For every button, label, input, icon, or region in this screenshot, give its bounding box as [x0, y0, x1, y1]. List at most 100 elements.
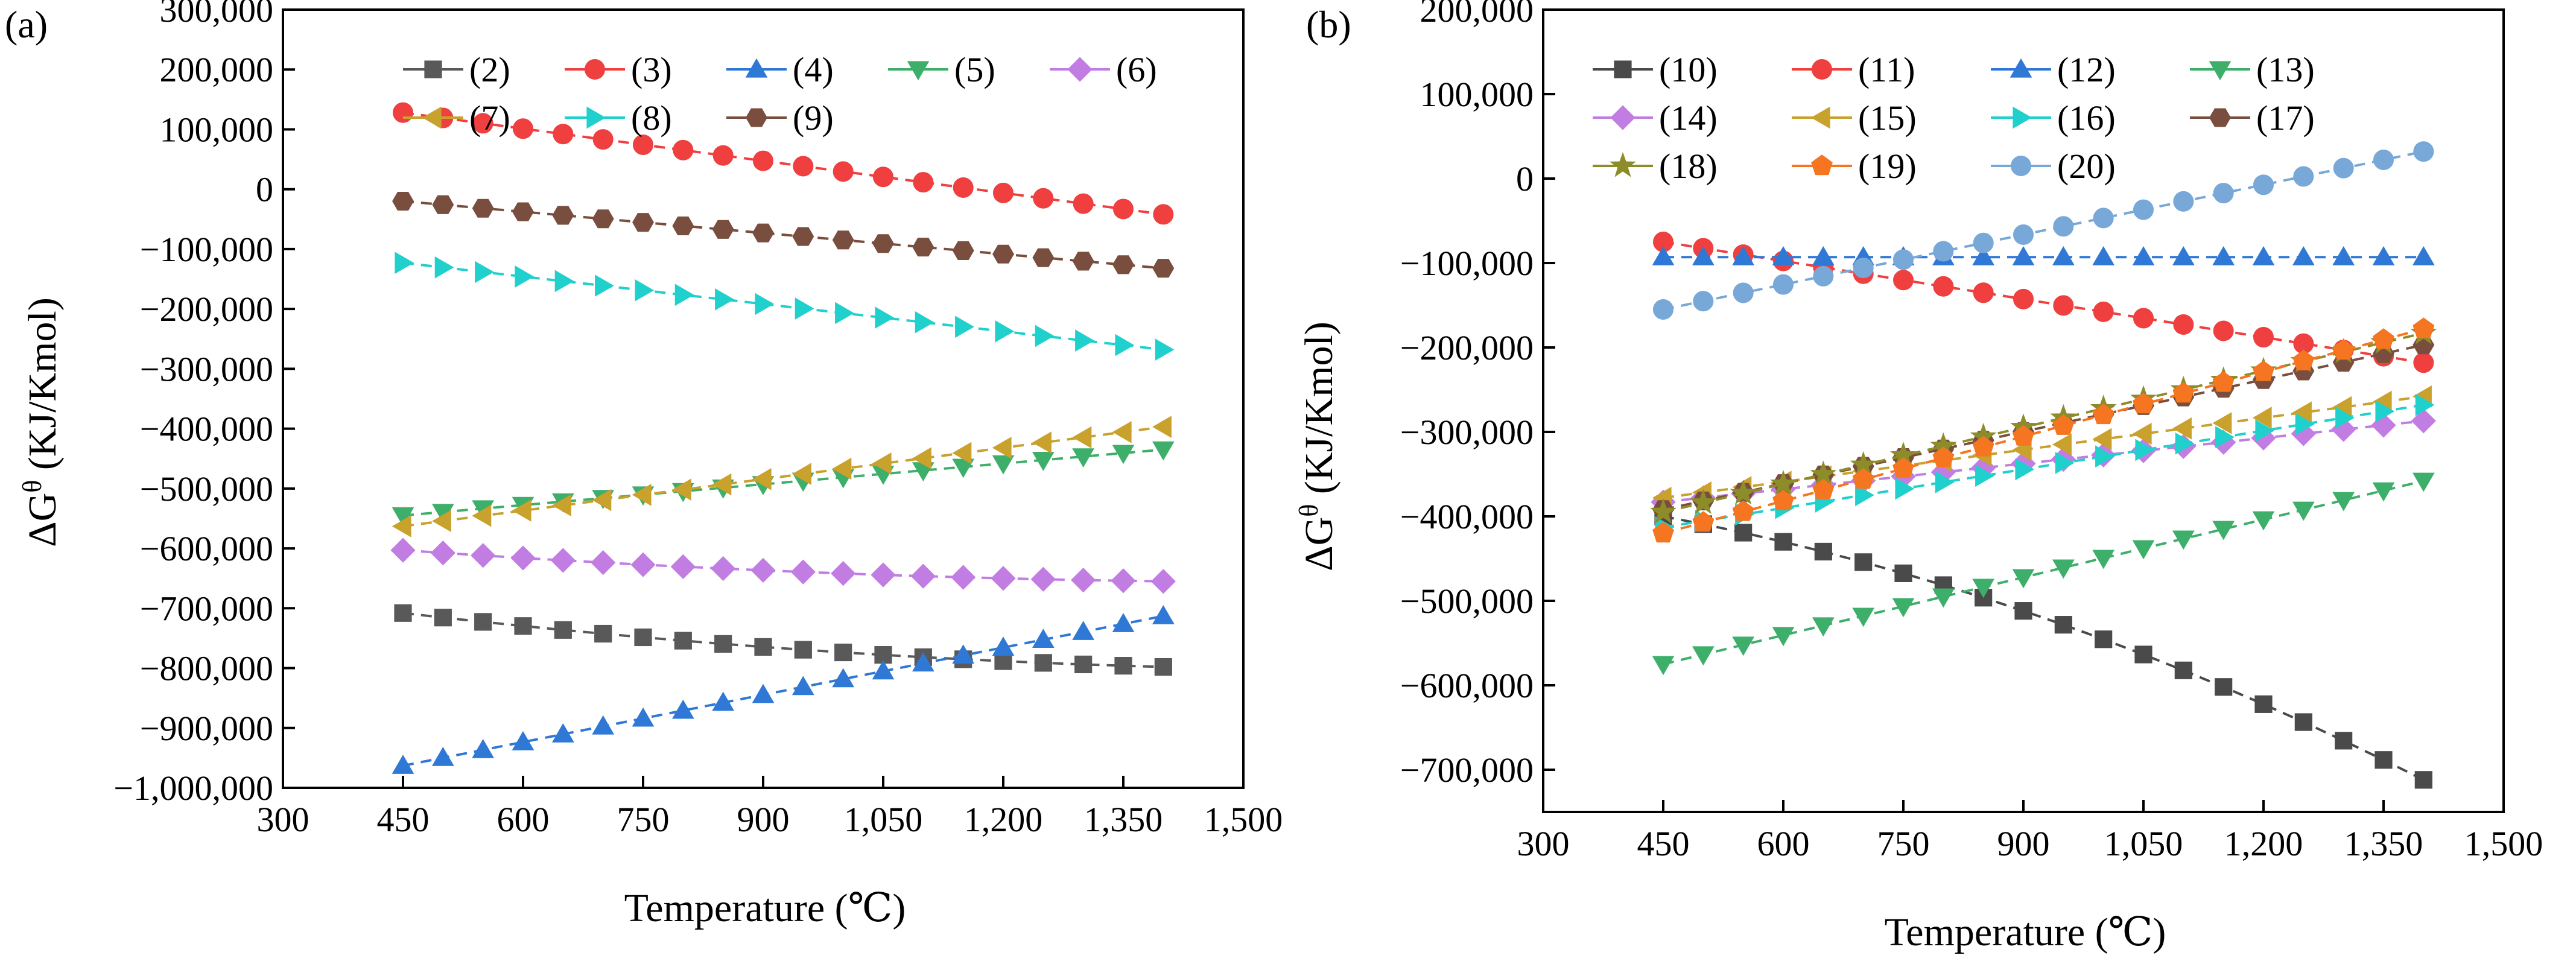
data-point [951, 565, 976, 590]
data-point [1152, 416, 1172, 439]
panel-b-x-tick-label: 600 [1757, 824, 1810, 863]
data-point [1114, 657, 1132, 675]
data-point [2052, 246, 2075, 265]
panel-a-x-axis-title: Temperature (℃) [624, 886, 906, 930]
data-point [430, 540, 455, 566]
data-point [2053, 295, 2074, 316]
data-point [1893, 249, 1914, 270]
panel-a-y-tick-label: −100,000 [140, 230, 273, 269]
data-point [2135, 439, 2155, 461]
data-point [2172, 417, 2192, 440]
data-point [1852, 607, 1875, 627]
data-point [991, 566, 1016, 591]
series-15 [1652, 385, 2432, 509]
legend-label: (2) [469, 50, 510, 89]
data-point [1972, 436, 1994, 457]
data-point [674, 284, 694, 306]
panel-b-x-tick-label: 300 [1517, 824, 1570, 863]
data-point [1732, 246, 1755, 265]
data-point [1034, 654, 1052, 672]
data-point [2134, 645, 2152, 664]
data-point [1893, 270, 1914, 291]
data-point [1152, 441, 1175, 461]
data-point [952, 458, 975, 478]
data-point [712, 220, 734, 239]
legend-item: (15) [1792, 98, 1917, 138]
data-point [875, 306, 895, 329]
data-point [2413, 335, 2435, 355]
data-point [912, 652, 934, 672]
data-point [1693, 291, 1714, 312]
data-point [513, 118, 533, 139]
data-point [2294, 713, 2312, 731]
data-point [1112, 255, 1134, 274]
data-point [2413, 352, 2434, 373]
panel-b-x-tick-label: 450 [1637, 824, 1690, 863]
legend-marker [1610, 105, 1635, 130]
panel-b-x-axis-title: Temperature (℃) [1885, 910, 2166, 954]
data-point [2173, 191, 2194, 212]
data-point [2132, 422, 2152, 445]
data-point [2373, 149, 2394, 170]
data-point [1032, 431, 1052, 454]
data-point [832, 457, 852, 480]
panel-b-x-tick-label: 1,350 [2344, 824, 2423, 863]
data-point [1813, 265, 1834, 287]
series-19 [1652, 317, 2435, 543]
data-point [992, 244, 1014, 264]
legend-item: (4) [726, 50, 834, 89]
data-point [2133, 199, 2154, 220]
data-point [1732, 500, 1754, 521]
legend-item: (20) [1991, 147, 2116, 186]
data-point [1772, 627, 1795, 647]
series-line [402, 615, 1164, 767]
panel-a-y-tick-label: 200,000 [160, 50, 274, 89]
data-point [2095, 445, 2114, 468]
data-point [2335, 407, 2355, 429]
data-point [672, 216, 694, 235]
data-point [1652, 246, 1675, 265]
data-point [1853, 258, 1874, 279]
legend-marker [1811, 154, 1833, 176]
data-point [2292, 501, 2315, 521]
data-point [395, 252, 414, 274]
data-point [1895, 477, 1915, 500]
data-point [752, 683, 775, 703]
data-point [1653, 299, 1673, 320]
data-point [1650, 498, 1677, 524]
data-point [394, 604, 412, 622]
series-4 [392, 605, 1175, 774]
panel-b-x-tick-label: 1,050 [2104, 824, 2183, 863]
data-point [632, 213, 654, 232]
data-point [1972, 579, 1995, 598]
data-point [712, 691, 735, 711]
data-point [832, 230, 854, 250]
data-point [472, 198, 494, 218]
panel-a-y-tick-label: −400,000 [140, 410, 273, 449]
legend-label: (10) [1659, 50, 1718, 89]
data-point [2413, 141, 2434, 162]
data-point [1652, 656, 1675, 676]
data-point [1812, 478, 1835, 499]
data-point [711, 556, 736, 582]
legend-marker [2013, 106, 2032, 129]
data-point [792, 227, 814, 246]
data-point [1033, 188, 1054, 209]
series-20 [1653, 141, 2434, 320]
panel-a-y-tick-label: −700,000 [140, 589, 273, 628]
data-point [390, 537, 416, 563]
data-point [633, 134, 653, 155]
data-point [2293, 166, 2314, 187]
data-point [671, 699, 694, 719]
legend-item: (6) [1050, 50, 1157, 89]
panel-b-y-tick-label: −400,000 [1400, 497, 1534, 536]
legend-marker [1810, 106, 1830, 129]
data-point [1852, 468, 1874, 489]
panel-b-y-axis-title: ΔGθ (KJ/Kmol) [1294, 322, 1341, 571]
data-point [2132, 540, 2155, 560]
data-point [393, 102, 413, 123]
data-point [1772, 489, 1794, 510]
data-point [434, 609, 452, 627]
panel-a: (a) 300 450 600 750 900 1,050 1,200 1,350 1,500 −… [5, 0, 1283, 930]
data-point [510, 545, 536, 571]
